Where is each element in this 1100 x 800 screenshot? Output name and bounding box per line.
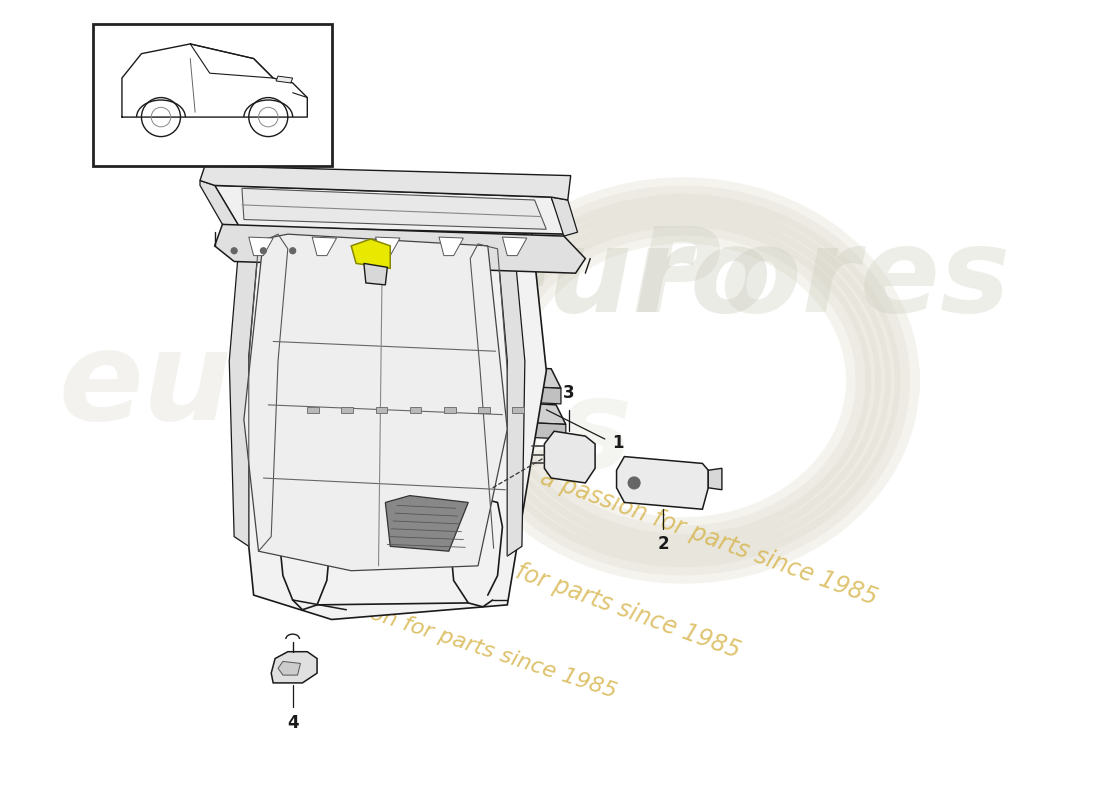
Polygon shape [385, 496, 469, 551]
Polygon shape [375, 237, 400, 256]
Polygon shape [708, 468, 722, 490]
Polygon shape [276, 76, 293, 83]
Text: Pores: Pores [234, 374, 632, 494]
Polygon shape [278, 356, 561, 388]
Bar [478, 407, 490, 413]
Polygon shape [200, 166, 571, 200]
Text: 4: 4 [287, 714, 298, 732]
Circle shape [261, 248, 266, 254]
Polygon shape [351, 239, 390, 268]
Text: a passion for parts since 1985: a passion for parts since 1985 [293, 578, 619, 702]
Bar [444, 407, 455, 413]
Polygon shape [272, 652, 317, 683]
Polygon shape [278, 662, 300, 675]
Circle shape [231, 248, 238, 254]
Polygon shape [214, 224, 585, 273]
Polygon shape [544, 431, 595, 483]
Bar [375, 407, 387, 413]
Text: euro: euro [58, 325, 380, 446]
Polygon shape [214, 186, 565, 234]
Text: 2: 2 [658, 534, 669, 553]
Bar [341, 407, 353, 413]
Polygon shape [229, 244, 258, 546]
Polygon shape [244, 234, 507, 570]
Polygon shape [497, 246, 525, 556]
Bar [513, 407, 524, 413]
Text: Pores: Pores [634, 222, 1010, 337]
Polygon shape [288, 376, 561, 404]
Polygon shape [283, 390, 565, 424]
Polygon shape [249, 237, 273, 256]
Polygon shape [293, 412, 565, 439]
Text: 3: 3 [563, 384, 574, 402]
Bar [307, 407, 319, 413]
Bar [92, 25, 332, 166]
Text: euro: euro [469, 222, 771, 337]
Circle shape [289, 248, 296, 254]
Polygon shape [503, 237, 527, 256]
Polygon shape [200, 181, 239, 226]
Text: a passion for parts since 1985: a passion for parts since 1985 [537, 466, 880, 610]
Text: a passion for parts since 1985: a passion for parts since 1985 [400, 519, 744, 663]
Polygon shape [234, 186, 547, 619]
Polygon shape [312, 237, 337, 256]
Text: 1: 1 [613, 434, 624, 452]
Polygon shape [242, 188, 547, 230]
Polygon shape [551, 197, 578, 236]
Polygon shape [364, 263, 387, 285]
Polygon shape [439, 237, 463, 256]
Circle shape [628, 477, 640, 489]
Polygon shape [617, 457, 708, 510]
Bar [409, 407, 421, 413]
